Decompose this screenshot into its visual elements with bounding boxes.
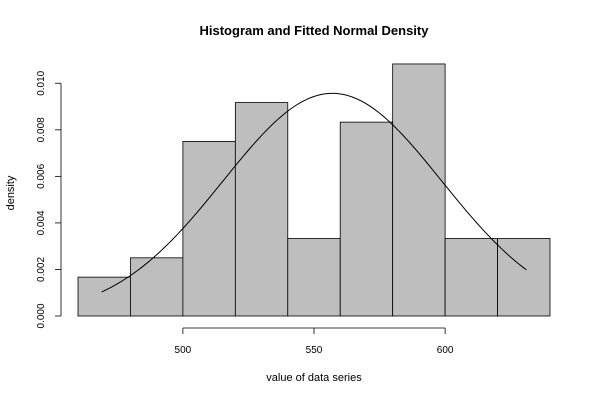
- x-tick-label-550: 550: [306, 345, 323, 356]
- chart-title: Histogram and Fitted Normal Density: [200, 23, 430, 38]
- histogram-bar-6: [339, 121, 394, 317]
- histogram-bar-4: [234, 102, 289, 317]
- histogram-bar-1: [77, 276, 131, 317]
- histogram-bar-9: [497, 238, 551, 317]
- y-tick-label-0.000: 0.000: [36, 303, 47, 328]
- x-axis-label: value of data series: [266, 372, 362, 384]
- y-tick-label-0.008: 0.008: [36, 117, 47, 142]
- fitted-normal-curve: [101, 92, 527, 293]
- x-axis: 500 550 600: [175, 327, 454, 356]
- y-axis: 0.000 0.002 0.004 0.006 0.008 0.010: [36, 70, 62, 329]
- y-tick-label-0.010: 0.010: [36, 70, 47, 95]
- histogram-bar-5: [287, 238, 341, 317]
- y-tick-label-0.006: 0.006: [36, 163, 47, 188]
- histogram-bar-7: [392, 63, 446, 317]
- y-tick-label-0.002: 0.002: [36, 257, 47, 282]
- x-tick-label-500: 500: [175, 345, 192, 356]
- histogram-bars: [77, 63, 551, 317]
- histogram-bar-8: [444, 238, 498, 317]
- histogram-bar-3: [182, 141, 236, 317]
- histogram-bar-2: [130, 257, 184, 317]
- y-tick-label-0.004: 0.004: [36, 210, 47, 235]
- x-tick-label-600: 600: [437, 345, 454, 356]
- y-axis-label: density: [5, 175, 17, 210]
